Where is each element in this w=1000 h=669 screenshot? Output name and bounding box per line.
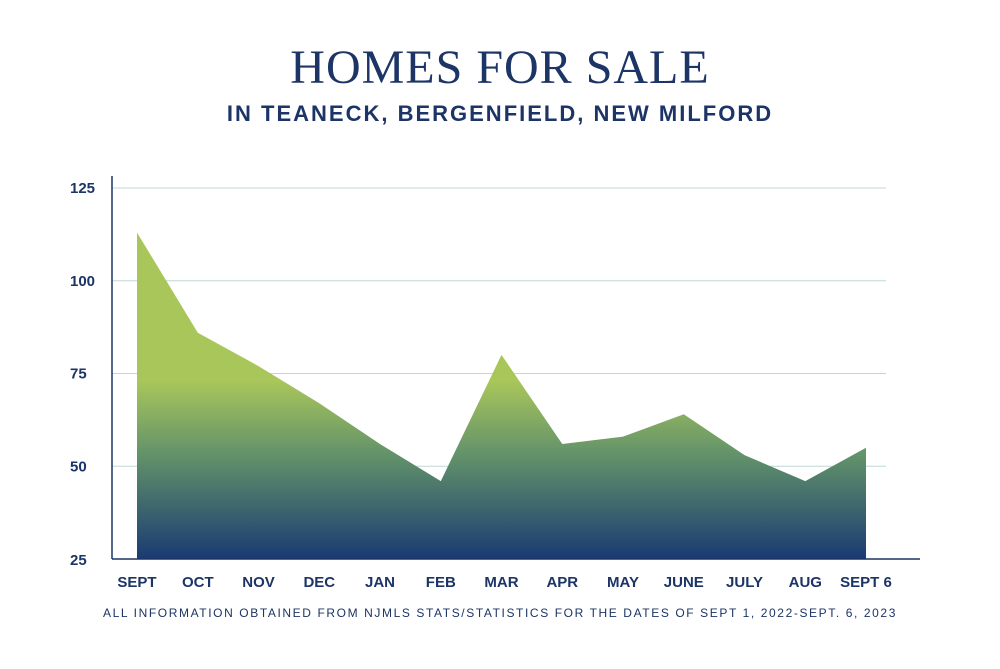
x-tick-label-june: JUNE — [664, 574, 704, 591]
source-footnote: ALL INFORMATION OBTAINED FROM NJMLS STAT… — [103, 606, 897, 620]
x-tick-label-jan: JAN — [365, 574, 395, 591]
y-tick-label-50: 50 — [70, 458, 87, 475]
x-axis-tick-labels: SEPT OCT NOV DEC JAN FEB MAR APR MAY JUNE JULY AUG S… — [117, 574, 891, 591]
x-tick-label-apr: APR — [546, 574, 578, 591]
area-series — [137, 232, 866, 559]
x-tick-label-may: MAY — [607, 574, 639, 591]
chart-title: HOMES FOR SALE — [290, 41, 710, 94]
x-tick-label-oct: OCT — [182, 574, 214, 591]
x-tick-label-sept-6: SEPT 6 — [840, 574, 892, 591]
x-tick-label-july: JULY — [726, 574, 763, 591]
x-tick-label-aug: AUG — [789, 574, 822, 591]
y-tick-label-25: 25 — [70, 552, 87, 569]
y-tick-label-100: 100 — [70, 273, 95, 290]
x-tick-label-dec: DEC — [303, 574, 335, 591]
area-fill — [137, 232, 866, 559]
chart-subtitle: IN TEANECK, BERGENFIELD, NEW MILFORD — [226, 101, 774, 126]
y-tick-label-75: 75 — [70, 366, 87, 383]
y-tick-label-125: 125 — [70, 180, 95, 197]
x-tick-label-mar: MAR — [484, 574, 518, 591]
x-tick-label-sept: SEPT — [117, 574, 156, 591]
x-tick-label-nov: NOV — [242, 574, 275, 591]
x-tick-label-feb: FEB — [426, 574, 456, 591]
y-axis-tick-labels: 25 50 75 100 125 — [70, 180, 95, 569]
axes — [111, 176, 920, 560]
